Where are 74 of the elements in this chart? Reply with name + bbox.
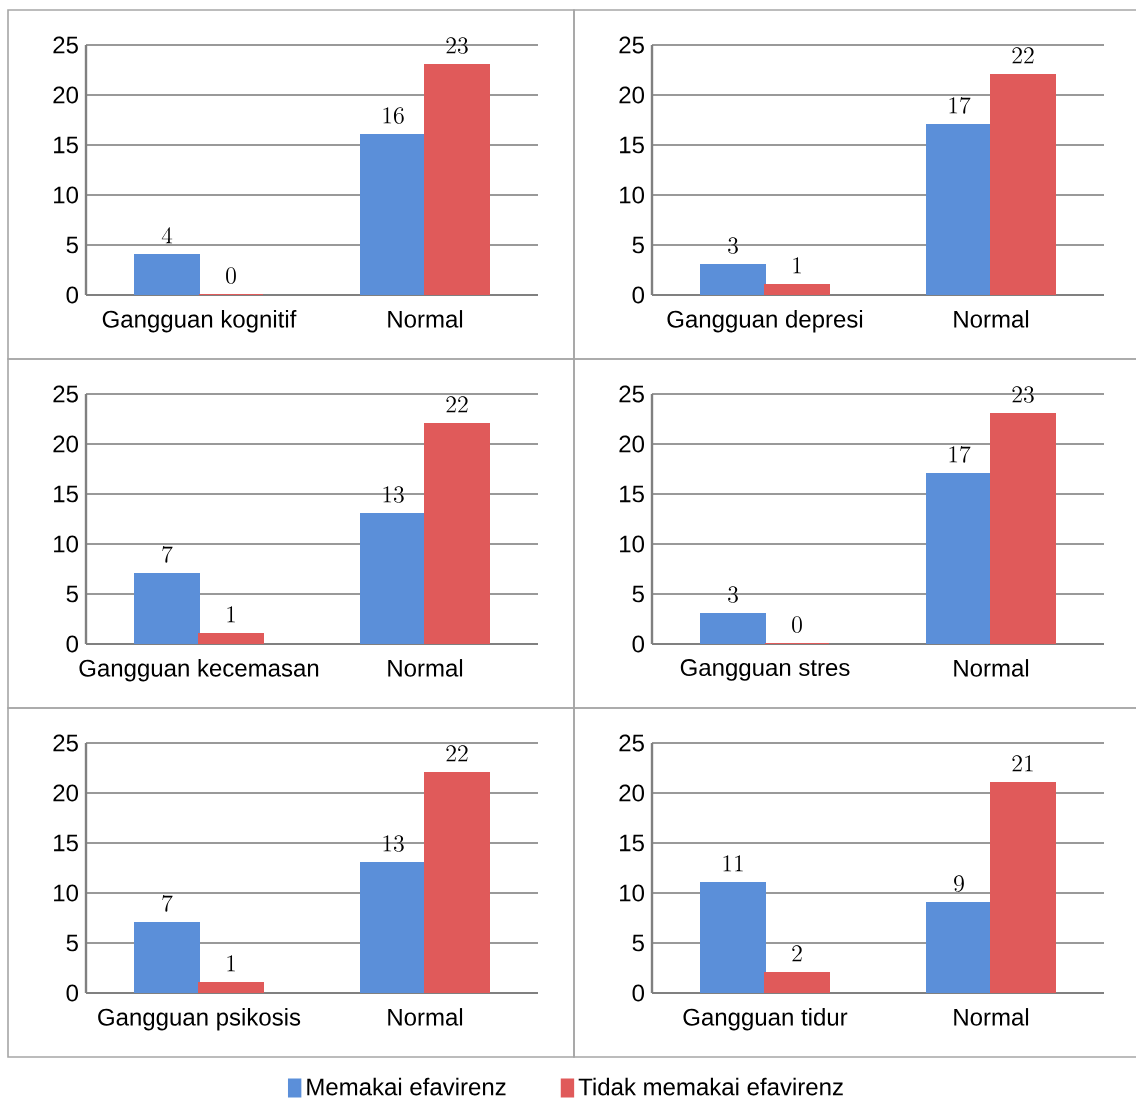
data-label: 1: [227, 955, 235, 972]
data-label: 23: [446, 37, 468, 54]
y-tick-label: 25: [53, 734, 78, 752]
data-label: 16: [383, 107, 404, 124]
x-tick-label: Gangguan psikosis: [98, 1008, 301, 1031]
data-label: 0: [792, 616, 802, 633]
y-tick-label: 10: [54, 884, 79, 902]
y-tick-label: 25: [53, 36, 78, 54]
y-tick-label: 15: [620, 834, 644, 852]
y-tick-label: 25: [619, 36, 644, 54]
data-label: 22: [446, 745, 468, 762]
y-tick-label: 20: [53, 435, 79, 453]
data-label: 17: [949, 446, 971, 463]
y-tick-label: 15: [54, 834, 78, 852]
y-tick-label: 15: [620, 485, 644, 503]
y-tick-label: 10: [54, 186, 79, 204]
y-tick-label: 5: [632, 236, 644, 254]
data-label: 4: [161, 227, 173, 244]
x-tick-label: Normal: [954, 1008, 1029, 1026]
x-tick-label: Normal: [388, 659, 463, 677]
y-tick-label: 15: [54, 485, 78, 503]
y-tick-label: 0: [66, 635, 79, 653]
legend-label: Memakai efavirenz: [307, 1077, 506, 1096]
data-label: 0: [226, 267, 236, 284]
y-tick-label: 0: [632, 286, 645, 304]
y-tick-label: 15: [54, 136, 78, 154]
data-label: 3: [728, 586, 738, 603]
data-label: 13: [383, 486, 404, 503]
y-tick-label: 10: [54, 535, 79, 553]
data-label: 3: [728, 237, 738, 254]
data-label: 22: [1012, 47, 1034, 64]
x-tick-label: Gangguan depresi: [667, 310, 863, 333]
x-tick-label: Gangguan kognitif: [102, 310, 297, 333]
y-tick-label: 0: [632, 635, 645, 653]
y-tick-label: 0: [66, 286, 79, 304]
y-tick-label: 5: [632, 934, 644, 952]
data-label: 7: [162, 895, 173, 912]
y-tick-label: 10: [620, 884, 644, 902]
y-tick-label: 20: [619, 435, 645, 453]
x-tick-label: Gangguan tidur: [683, 1008, 848, 1031]
y-tick-label: 5: [66, 236, 78, 254]
data-label: 2: [792, 945, 802, 962]
data-label: 11: [723, 855, 743, 872]
y-tick-label: 5: [66, 934, 78, 952]
y-tick-label: 25: [619, 385, 644, 403]
y-tick-label: 10: [620, 186, 645, 204]
data-label: 1: [793, 257, 801, 274]
data-label: 9: [954, 875, 964, 892]
x-tick-label: Normal: [954, 659, 1029, 677]
data-label: 22: [446, 396, 468, 413]
data-label: 13: [383, 835, 404, 852]
x-tick-label: Gangguan kecemasan: [79, 659, 319, 682]
x-tick-label: Normal: [954, 310, 1029, 328]
y-tick-label: 20: [53, 784, 79, 802]
y-tick-label: 15: [620, 136, 644, 154]
data-label: 1: [227, 606, 235, 623]
y-tick-label: 0: [66, 984, 79, 1002]
x-tick-label: Normal: [388, 310, 463, 328]
y-tick-label: 10: [620, 535, 645, 553]
data-label: 17: [949, 97, 971, 114]
y-tick-label: 25: [53, 385, 78, 403]
x-tick-label: Normal: [388, 1008, 463, 1026]
y-tick-label: 25: [619, 734, 644, 752]
data-label: 21: [1012, 755, 1033, 772]
y-tick-label: 20: [53, 86, 79, 104]
data-label: 23: [1012, 386, 1034, 403]
data-label: 7: [162, 546, 173, 563]
y-tick-label: 20: [619, 86, 645, 104]
y-tick-label: 5: [66, 585, 78, 603]
x-tick-label: Gangguan stres: [680, 659, 850, 681]
y-tick-label: 20: [619, 784, 644, 802]
legend-label: Tidak memakai efavirenz: [578, 1077, 843, 1096]
y-tick-label: 5: [632, 585, 644, 603]
y-tick-label: 0: [632, 984, 645, 1002]
